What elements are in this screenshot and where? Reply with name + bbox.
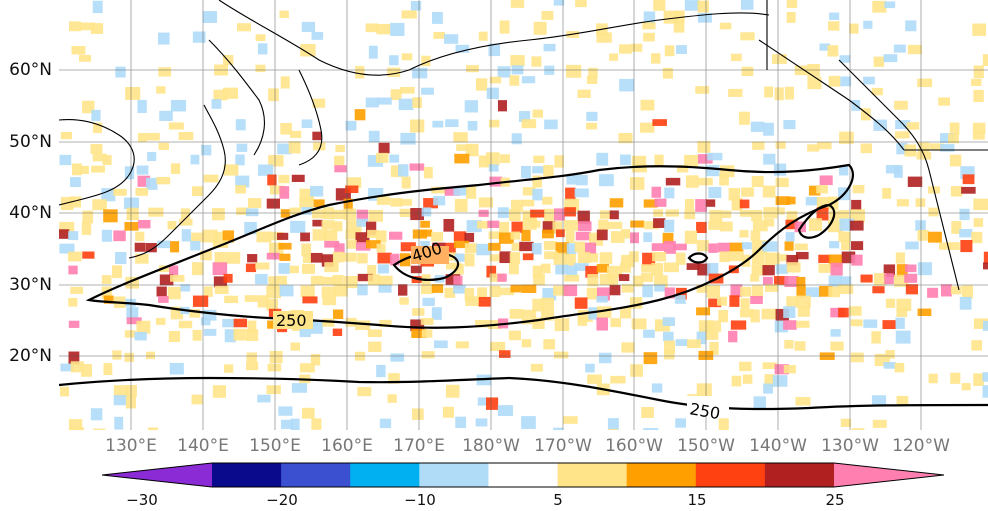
lat-label-40n: 40°N <box>9 203 52 223</box>
colorbar-tick-15: 15 <box>687 491 707 509</box>
lat-label-30n: 30°N <box>9 275 52 295</box>
map-area: 400 250 250 <box>59 0 988 430</box>
contours <box>59 163 988 411</box>
lon-label-160e: 160°E <box>321 436 373 456</box>
colorbar <box>102 462 944 488</box>
lon-label-150w: 150°W <box>677 436 735 456</box>
coastlines <box>59 0 988 291</box>
contour-label-bg-250a <box>273 311 313 329</box>
lon-label-150e: 150°E <box>249 436 301 456</box>
colorbar-tick-minus10: −10 <box>404 491 436 509</box>
colorbar-tick-25: 25 <box>825 491 845 509</box>
lon-label-160w: 160°W <box>605 436 663 456</box>
colorbar-tick-5: 5 <box>553 491 563 509</box>
colorbar-segment-7 <box>626 463 697 487</box>
lon-label-170e: 170°E <box>393 436 445 456</box>
colorbar-segment-0 <box>102 463 212 487</box>
contour-label-250-b: 250 <box>688 399 721 423</box>
colorbar-tick-minus30: −30 <box>126 491 158 509</box>
lon-label-140w: 140°W <box>749 436 807 456</box>
colorbar-segment-1 <box>212 463 282 487</box>
contour-label-250-a: 250 <box>276 311 307 330</box>
lon-label-120w: 120°W <box>892 436 950 456</box>
colorbar-segment-10 <box>834 463 944 487</box>
lat-label-50n: 50°N <box>9 132 52 152</box>
lat-label-20n: 20°N <box>9 346 52 366</box>
colorbar-segment-3 <box>350 463 420 487</box>
lon-label-140e: 140°E <box>177 436 229 456</box>
lon-label-130e: 130°E <box>105 436 157 456</box>
colorbar-segment-2 <box>281 463 351 487</box>
colorbar-segment-9 <box>764 463 835 487</box>
contour-label-bg-400 <box>411 246 449 264</box>
anomaly-map: 400 250 250 <box>59 0 988 430</box>
lon-label-130w: 130°W <box>821 436 879 456</box>
lon-label-170w: 170°W <box>534 436 592 456</box>
lon-label-180w: 180°W <box>462 436 520 456</box>
colorbar-tick-minus20: −20 <box>266 491 298 509</box>
colorbar-segment-8 <box>695 463 766 487</box>
contour-label-bg-250b <box>687 396 729 416</box>
colorbar-segment-4 <box>419 463 489 487</box>
colorbar-segment-6 <box>557 463 628 487</box>
colorbar-segment-5 <box>488 463 559 487</box>
lat-label-60n: 60°N <box>9 60 52 80</box>
anomaly-patches <box>59 0 988 430</box>
